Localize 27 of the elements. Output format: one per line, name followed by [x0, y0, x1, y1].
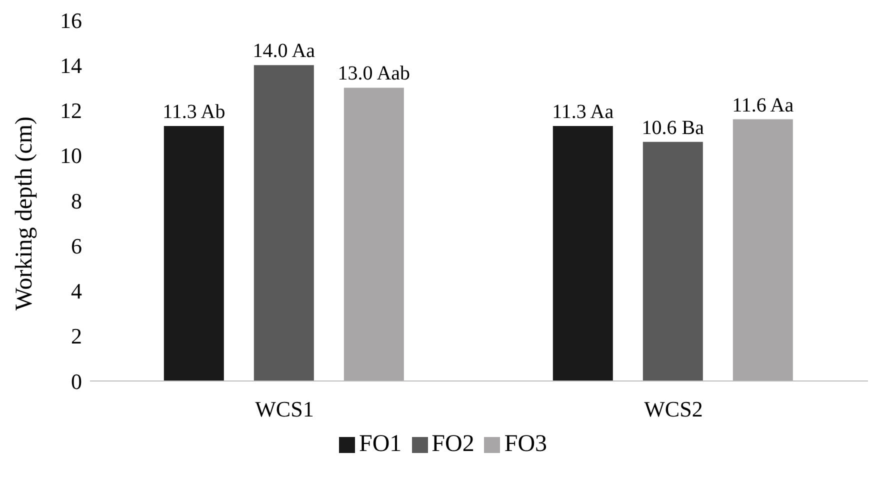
y-axis-title: Working depth (cm) — [12, 116, 38, 310]
x-tick-label: WCS1 — [255, 396, 314, 422]
legend-label: FO1 — [358, 431, 402, 457]
x-tick-label: WCS2 — [644, 396, 703, 422]
y-tick-label: 10 — [60, 143, 82, 168]
y-tick-label: 4 — [71, 278, 82, 304]
bar — [344, 88, 404, 381]
legend-label: FO3 — [504, 431, 548, 457]
data-label: 11.3 Aa — [552, 101, 614, 124]
legend-label: FO2 — [432, 431, 474, 457]
y-tick-label: 14 — [60, 52, 82, 78]
data-label: 14.0 Aa — [252, 40, 316, 62]
bar — [254, 65, 314, 381]
bar — [642, 142, 703, 381]
bar — [164, 126, 224, 381]
bar — [552, 126, 613, 381]
y-tick-label: 0 — [71, 368, 82, 394]
y-tick-label: 12 — [60, 98, 82, 124]
y-tick-label: 8 — [71, 188, 82, 214]
data-label: 13.0 Aab — [338, 62, 410, 85]
bar — [732, 119, 793, 381]
data-label: 11.6 Aa — [732, 94, 794, 116]
data-label: 10.6 Ba — [642, 116, 704, 139]
y-tick-label: 2 — [71, 324, 82, 349]
y-tick-label: 16 — [60, 8, 82, 33]
data-label: 11.3 Ab — [162, 101, 226, 124]
y-tick-label: 6 — [71, 233, 82, 258]
